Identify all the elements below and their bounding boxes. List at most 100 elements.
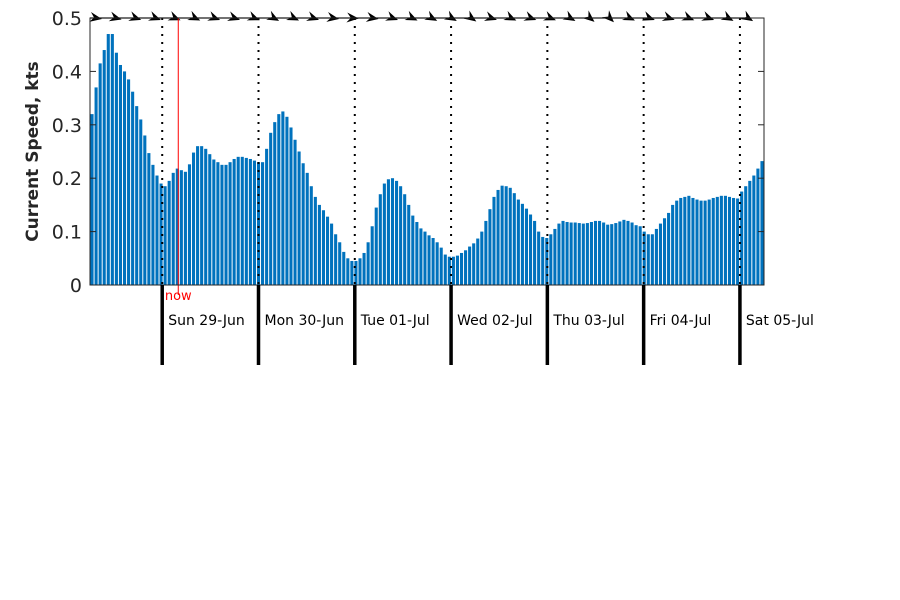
y-tick-label: 0.4 [52,61,82,83]
speed-bar [602,222,606,285]
day-label: Mon 30-Jun [265,313,345,329]
speed-bar [248,158,252,285]
speed-bar [293,139,297,285]
direction-arrow-icon [463,10,477,22]
speed-bar [354,260,358,285]
speed-bar [524,208,529,285]
direction-arrow-icon [326,12,340,22]
speed-bar [118,64,122,286]
speed-bar [520,203,524,285]
speed-bar [187,164,192,285]
speed-bar [228,162,232,285]
speed-bar [269,132,273,285]
day-label: Thu 03-Jul [552,313,624,329]
direction-arrow-icon [346,12,359,23]
speed-bar [736,198,740,285]
speed-bar [500,185,504,285]
speed-bar [330,223,334,285]
speed-bar [707,199,711,285]
speed-bar [516,199,520,285]
speed-bar [171,172,175,285]
speed-bar [740,191,744,285]
speed-bar [122,71,127,286]
speed-bar [382,183,386,285]
speed-bar [650,234,654,285]
speed-bar [256,162,261,285]
direction-arrow-icon [128,11,142,21]
speed-bar [585,223,589,285]
speed-bar [419,228,423,285]
speed-bar [569,222,573,285]
speed-bar [589,221,593,285]
y-axis-ticks: 0 0.1 0.2 0.3 0.4 0.5 [52,8,764,297]
y-tick-label: 0.2 [52,168,82,190]
speed-bar [252,160,256,285]
y-tick-label: 0.5 [52,8,82,30]
speed-bar [216,162,220,285]
speed-bar [236,156,240,285]
speed-bar [427,235,431,285]
speed-bar [167,180,171,285]
speed-bar [557,223,561,285]
speed-bar [366,242,370,285]
speed-bar [748,180,752,285]
speed-bar [451,256,455,285]
speed-bar [395,180,399,285]
speed-bar [350,260,354,285]
bar-series [90,34,764,286]
speed-bar [654,228,658,285]
direction-arrow-icon [483,11,497,21]
speed-bar [703,200,707,285]
speed-bar [488,209,492,285]
speed-bar [593,220,598,285]
speed-bar [537,231,541,285]
speed-bar [464,250,468,285]
speed-bar [508,187,512,285]
speed-bar [573,222,577,285]
speed-bar [208,154,212,285]
speed-bar [151,164,155,285]
speed-bar [374,207,378,285]
speed-bar [102,50,106,285]
speed-bar [90,114,94,286]
speed-bar [675,200,679,285]
speed-bar [301,163,305,285]
speed-bar [760,161,764,285]
day-label: Sat 05-Jul [746,313,814,329]
day-ticks: Sun 29-Jun Mon 30-Jun Tue 01-Jul Wed 02-Jul… [160,285,814,365]
speed-bar [646,234,650,285]
speed-bar [399,186,403,285]
day-label: Wed 02-Jul [457,313,533,329]
speed-bar [468,246,472,285]
speed-bar [496,189,500,285]
speed-bar [606,224,610,285]
speed-bar [549,234,553,285]
speed-bar [135,106,139,285]
speed-bar [281,111,285,285]
direction-arrow-icon [365,12,379,22]
speed-bar [212,159,216,285]
speed-bar [662,218,667,285]
direction-arrow-icon [306,11,320,21]
speed-bar [183,171,187,285]
speed-bar [261,162,265,285]
speed-bar [191,152,196,285]
speed-bar [179,170,183,285]
speed-bar [512,193,516,285]
speed-bar [723,195,727,285]
speed-bar [528,214,533,285]
now-label: now [165,289,192,304]
speed-bar [715,196,719,285]
speed-bar [305,172,309,285]
day-label: Sun 29-Jun [168,313,245,329]
y-tick-label: 0.1 [52,222,82,244]
speed-bar [658,223,663,285]
plot-area-border [89,17,765,286]
speed-bar [297,151,301,285]
direction-arrow-icon [661,11,675,21]
speed-bar [346,258,350,285]
speed-bar [622,219,626,285]
direction-arrow-icon [582,10,595,22]
speed-bar [378,194,382,285]
speed-bar [533,220,537,285]
